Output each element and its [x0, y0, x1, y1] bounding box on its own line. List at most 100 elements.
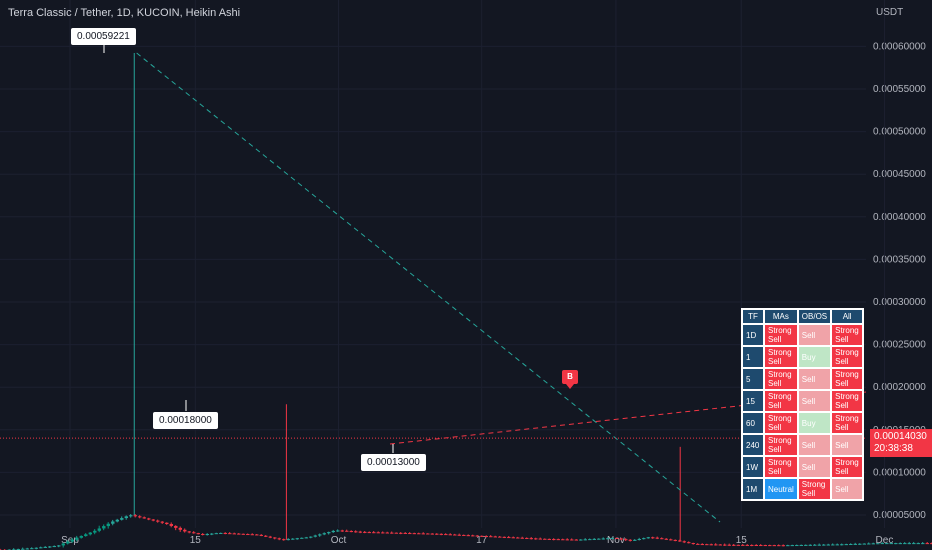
candle-body: [381, 532, 385, 534]
ta-cell-mas: Strong Sell: [765, 347, 797, 367]
candle-body: [309, 536, 313, 538]
ta-cell-mas: Strong Sell: [765, 435, 797, 455]
candle-body: [916, 543, 920, 545]
candle-body: [637, 538, 641, 540]
candle-countdown: 20:38:38: [874, 443, 913, 454]
candle-body: [889, 543, 893, 545]
candle-body: [745, 544, 749, 546]
candle-body: [124, 516, 128, 519]
candle-body: [781, 545, 785, 547]
candle-body: [718, 544, 722, 546]
candle-body: [534, 538, 538, 540]
candle-body: [516, 537, 520, 539]
candle-body: [75, 537, 79, 540]
y-tick-label: 0.00040000: [873, 212, 926, 223]
candle-body: [619, 538, 623, 540]
candle-body: [187, 531, 191, 533]
x-tick-label: Nov: [607, 535, 625, 546]
candle-body: [741, 544, 745, 546]
ta-cell-obos: Buy: [798, 413, 831, 433]
candle-body: [565, 539, 569, 541]
candle-body: [466, 535, 470, 537]
candle-body: [403, 532, 407, 534]
candle-body: [759, 545, 763, 547]
candle-body: [223, 532, 227, 534]
candle-body: [102, 526, 106, 529]
x-tick-label: 17: [476, 535, 488, 546]
candle-body: [57, 545, 61, 547]
candle-body: [570, 539, 574, 541]
candle-body: [768, 545, 772, 547]
candle-body: [255, 534, 259, 536]
candle-body: [30, 548, 34, 550]
candle-body: [322, 533, 326, 535]
y-tick-label: 0.00055000: [873, 84, 926, 95]
candle-body: [133, 515, 137, 517]
candle-body: [111, 521, 115, 524]
candle-body: [250, 534, 254, 536]
candle-body: [304, 537, 308, 539]
ta-header-obos: OB/OS: [798, 310, 831, 323]
candle-body: [165, 522, 169, 525]
x-tick-label: 15: [190, 535, 202, 546]
candle-body: [97, 528, 101, 531]
candle-body: [300, 537, 304, 539]
candle-body: [192, 532, 196, 534]
candle-body: [885, 543, 889, 545]
candle-body: [520, 537, 524, 539]
candle-body: [858, 543, 862, 545]
candle-body: [183, 529, 187, 532]
ta-header-mas: MAs: [765, 310, 797, 323]
candle-body: [142, 517, 146, 519]
candle-body: [237, 533, 241, 535]
candle-body: [457, 534, 461, 536]
candle-body: [372, 532, 376, 534]
candle-body: [678, 540, 682, 542]
candle-body: [529, 538, 533, 540]
candle-body: [642, 538, 646, 540]
candle-body: [331, 530, 335, 533]
candle-body: [70, 539, 74, 542]
current-price-value: 0.00014030: [874, 431, 927, 442]
candle-body: [610, 538, 614, 540]
candle-body: [597, 538, 601, 540]
chart-title: Terra Classic / Tether, 1D, KUCOIN, Heik…: [8, 7, 241, 19]
candle-body: [273, 537, 277, 539]
y-tick-label: 0.00060000: [873, 41, 926, 52]
candle-body: [840, 544, 844, 546]
candle-body: [588, 539, 592, 541]
ta-row: 1W Strong Sell Sell Strong Sell: [743, 457, 863, 477]
candle-body: [228, 533, 232, 535]
candle-body: [426, 533, 430, 535]
x-tick-label: 15: [736, 535, 748, 546]
ta-cell-all: Strong Sell: [832, 347, 863, 367]
candle-body: [853, 543, 857, 545]
candle-body: [795, 545, 799, 547]
candle-body: [772, 545, 776, 547]
candle-body: [880, 543, 884, 545]
candle-body: [462, 534, 466, 536]
candle-body: [912, 543, 916, 545]
candle-body: [178, 527, 182, 530]
candle-body: [151, 519, 155, 521]
candle-body: [808, 544, 812, 546]
ta-cell-tf: 1W: [743, 457, 763, 477]
descending-trendline: [136, 52, 721, 523]
candle-body: [390, 532, 394, 534]
candle-body: [421, 533, 425, 535]
ta-row: 1D Strong Sell Sell Strong Sell: [743, 325, 863, 345]
ta-cell-obos: Sell: [798, 369, 831, 389]
candle-body: [705, 544, 709, 546]
ta-row: 1M Neutral Strong Sell Sell: [743, 479, 863, 499]
candle-body: [732, 544, 736, 546]
ta-table-body: 1D Strong Sell Sell Strong Sell 1 Strong Sell…: [743, 325, 863, 499]
candle-body: [754, 544, 758, 546]
candle-body: [862, 543, 866, 545]
candle-body: [453, 534, 457, 536]
candle-body: [129, 515, 133, 517]
candle-body: [664, 538, 668, 540]
candle-body: [930, 543, 932, 545]
candle-body: [723, 544, 727, 546]
candle-body: [268, 536, 272, 538]
